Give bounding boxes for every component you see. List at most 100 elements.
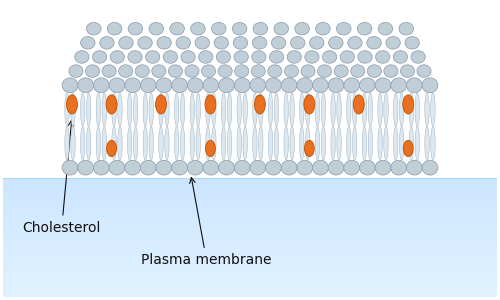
Ellipse shape (146, 51, 160, 63)
Bar (3, 180, 497, 253)
Bar (3, 275, 497, 278)
Ellipse shape (258, 93, 263, 126)
Ellipse shape (391, 78, 406, 93)
Ellipse shape (109, 78, 125, 93)
Bar (3, 179, 497, 211)
Bar (3, 278, 497, 279)
Bar (3, 180, 497, 293)
Ellipse shape (358, 51, 372, 63)
Ellipse shape (134, 93, 138, 126)
Ellipse shape (384, 126, 388, 160)
Bar (3, 180, 497, 279)
Bar (3, 180, 497, 278)
Ellipse shape (212, 93, 216, 126)
Ellipse shape (80, 37, 95, 49)
Ellipse shape (232, 22, 247, 35)
Bar (3, 187, 497, 189)
Ellipse shape (202, 65, 215, 77)
Bar (3, 181, 497, 183)
Ellipse shape (112, 93, 116, 126)
Ellipse shape (304, 140, 314, 157)
Bar (3, 180, 497, 259)
Bar (3, 220, 497, 222)
Ellipse shape (180, 126, 185, 160)
Ellipse shape (337, 126, 342, 160)
Ellipse shape (290, 37, 305, 49)
Ellipse shape (258, 126, 263, 160)
Ellipse shape (106, 140, 117, 157)
Ellipse shape (394, 126, 398, 160)
Bar (3, 179, 497, 207)
Ellipse shape (222, 126, 226, 160)
Ellipse shape (272, 37, 286, 49)
Ellipse shape (164, 126, 169, 160)
Ellipse shape (405, 37, 419, 49)
Ellipse shape (234, 37, 247, 49)
Ellipse shape (190, 126, 194, 160)
Bar (3, 240, 497, 242)
Bar (3, 212, 497, 214)
Ellipse shape (406, 78, 422, 93)
Ellipse shape (216, 51, 230, 63)
Bar (3, 266, 497, 268)
Ellipse shape (66, 95, 78, 114)
Ellipse shape (367, 37, 381, 49)
Ellipse shape (71, 126, 75, 160)
Ellipse shape (94, 78, 109, 93)
Ellipse shape (138, 37, 152, 49)
Ellipse shape (400, 65, 414, 77)
Ellipse shape (406, 160, 422, 175)
Ellipse shape (340, 51, 354, 63)
Ellipse shape (96, 93, 100, 126)
Ellipse shape (172, 78, 188, 93)
Ellipse shape (234, 78, 250, 93)
Ellipse shape (300, 126, 304, 160)
Ellipse shape (174, 93, 179, 126)
Ellipse shape (152, 65, 166, 77)
Bar (3, 287, 497, 289)
Ellipse shape (228, 93, 232, 126)
Bar (3, 180, 497, 272)
Ellipse shape (80, 93, 85, 126)
Bar (3, 183, 497, 184)
Bar (3, 179, 497, 238)
Bar (3, 274, 497, 275)
Bar (3, 179, 497, 196)
Bar (3, 180, 497, 262)
Bar (3, 180, 497, 254)
Bar (3, 224, 497, 226)
Bar (3, 180, 497, 269)
Ellipse shape (94, 160, 109, 175)
Bar (3, 179, 497, 297)
Bar (3, 184, 497, 187)
Bar (3, 248, 497, 250)
Bar (3, 242, 497, 244)
Bar (3, 179, 497, 220)
Ellipse shape (237, 126, 242, 160)
Ellipse shape (346, 126, 351, 160)
Ellipse shape (252, 37, 266, 49)
Bar (3, 180, 497, 250)
Ellipse shape (415, 126, 420, 160)
Ellipse shape (386, 37, 400, 49)
Ellipse shape (102, 93, 106, 126)
Ellipse shape (281, 78, 297, 93)
Ellipse shape (203, 78, 219, 93)
Bar (3, 179, 497, 223)
Ellipse shape (334, 65, 348, 77)
Ellipse shape (300, 93, 304, 126)
Bar (3, 180, 497, 263)
Bar (3, 262, 497, 264)
Bar (3, 179, 497, 181)
Ellipse shape (375, 78, 391, 93)
Ellipse shape (422, 160, 438, 175)
Bar (3, 244, 497, 246)
Ellipse shape (86, 22, 101, 35)
Ellipse shape (304, 95, 315, 114)
Bar (3, 179, 497, 202)
Ellipse shape (328, 37, 343, 49)
Bar (3, 179, 497, 208)
Ellipse shape (92, 51, 106, 63)
Ellipse shape (164, 93, 169, 126)
Bar (3, 254, 497, 256)
